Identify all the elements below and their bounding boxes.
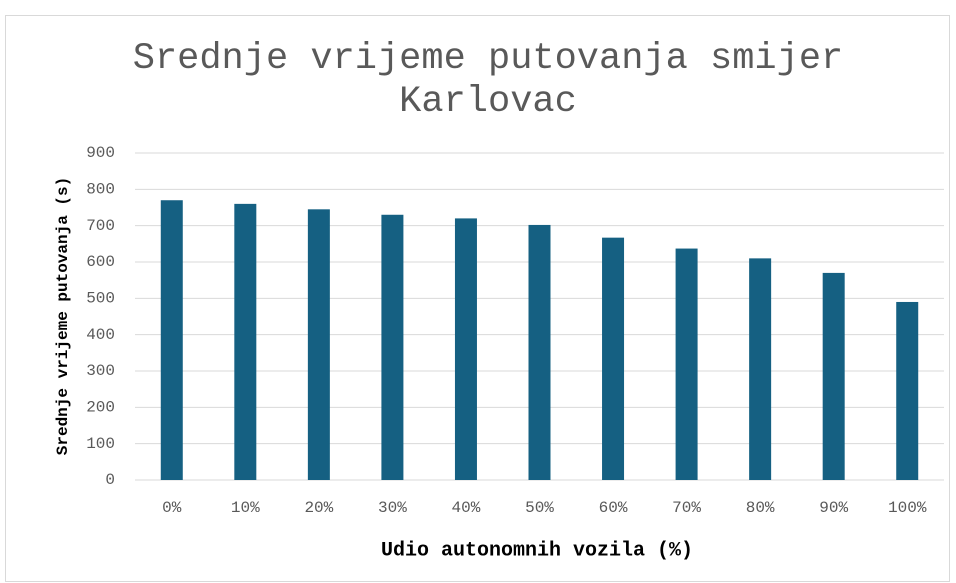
x-tick-label: 0% <box>162 499 182 517</box>
chart-title: Srednje vrijeme putovanja smijer Karlova… <box>132 38 844 123</box>
bar <box>675 248 698 480</box>
y-tick-label: 100 <box>86 435 115 453</box>
bar <box>602 237 625 480</box>
chart-frame <box>5 15 950 582</box>
x-tick-label: 20% <box>304 499 333 517</box>
bar <box>749 258 772 480</box>
x-axis-label: Udio autonomnih vozila (%) <box>381 539 693 562</box>
bar <box>822 272 845 480</box>
y-tick-label: 0 <box>105 471 115 489</box>
x-tick-label: 100% <box>888 499 927 517</box>
x-tick-label: 60% <box>599 499 628 517</box>
bar <box>381 214 404 480</box>
x-tick-label: 30% <box>378 499 407 517</box>
bar <box>528 224 551 480</box>
y-tick-label: 200 <box>86 399 115 417</box>
x-tick-label: 90% <box>819 499 848 517</box>
x-tick-label: 10% <box>231 499 260 517</box>
y-axis-label: Srednje vrijeme putovanja (s) <box>54 177 72 455</box>
x-tick-label: 80% <box>746 499 775 517</box>
y-tick-label: 600 <box>86 253 115 271</box>
bar <box>160 200 183 480</box>
y-tick-label: 400 <box>86 326 115 344</box>
bar <box>234 203 257 480</box>
y-tick-label: 500 <box>86 290 115 308</box>
bar <box>896 301 919 480</box>
bar <box>307 209 330 481</box>
x-tick-label: 50% <box>525 499 554 517</box>
y-tick-label: 300 <box>86 362 115 380</box>
y-tick-label: 700 <box>86 217 115 235</box>
x-tick-label: 70% <box>672 499 701 517</box>
x-tick-label: 40% <box>452 499 481 517</box>
y-tick-label: 800 <box>86 181 115 199</box>
bar <box>454 218 477 480</box>
y-tick-label: 900 <box>86 144 115 162</box>
